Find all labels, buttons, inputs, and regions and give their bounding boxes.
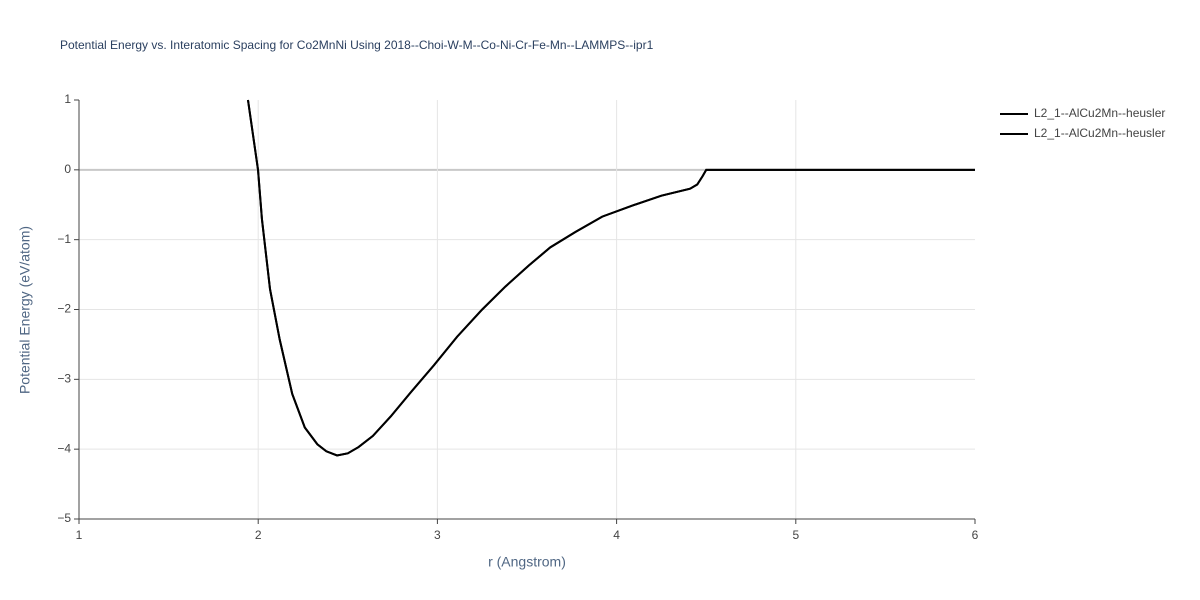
y-tick-label: −2 xyxy=(57,302,71,316)
x-tick-label: 1 xyxy=(76,528,83,542)
x-tick-label: 6 xyxy=(972,528,979,542)
y-tick-label: 0 xyxy=(64,162,71,176)
grid xyxy=(79,100,975,519)
y-tick-label: −1 xyxy=(57,232,71,246)
y-axis-title: Potential Energy (eV/atom) xyxy=(17,226,33,394)
x-tick-label: 5 xyxy=(792,528,799,542)
x-tick-label: 4 xyxy=(613,528,620,542)
y-tick-label: −4 xyxy=(57,441,71,455)
y-tick-label: −3 xyxy=(57,372,71,386)
x-tick-label: 2 xyxy=(255,528,262,542)
x-axis-title: r (Angstrom) xyxy=(488,554,566,570)
x-tick-label: 3 xyxy=(434,528,441,542)
y-tick-label: 1 xyxy=(64,92,71,106)
y-tick-label: −5 xyxy=(57,511,71,525)
plot-area xyxy=(247,99,975,457)
chart-title: Potential Energy vs. Interatomic Spacing… xyxy=(60,38,654,52)
data-line xyxy=(247,99,975,457)
legend-label: L2_1--AlCu2Mn--heusler xyxy=(1034,126,1165,140)
legend: L2_1--AlCu2Mn--heusler L2_1--AlCu2Mn--heu… xyxy=(1000,106,1165,140)
data-line xyxy=(247,99,975,457)
legend-label: L2_1--AlCu2Mn--heusler xyxy=(1034,106,1165,120)
